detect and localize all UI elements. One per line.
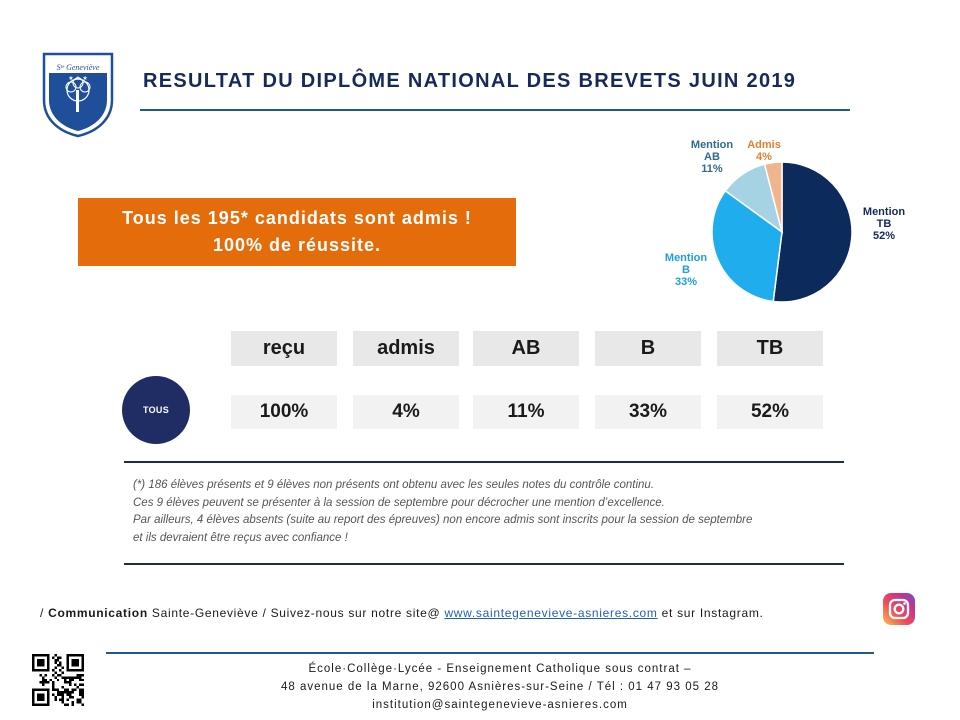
pie-label-mention-tb: Mention TB 52%	[863, 206, 905, 242]
footnote-line: Ces 9 élèves peuvent se présenter à la s…	[133, 496, 665, 509]
comm-prefix: /	[40, 606, 49, 620]
footnote-bottom-divider	[124, 563, 844, 565]
communication-line: / Communication Sainte-Geneviève / Suive…	[40, 606, 764, 620]
pie-slice-admis	[763, 161, 783, 233]
logo-text: Sᵗᵉ Geneviève	[57, 63, 100, 72]
banner-line-2: 100% de réussite.	[212, 235, 382, 255]
banner-line-1: Tous les 195* candidats sont admis !	[122, 208, 472, 228]
comm-label: Communication	[48, 606, 148, 620]
svg-text:★ ★ ★: ★ ★ ★	[68, 75, 87, 82]
header-admis: admis	[353, 331, 459, 366]
footer-line-2: 48 avenue de la Marne, 92600 Asnières-su…	[280, 681, 720, 693]
row-label-tous: TOUS	[122, 376, 190, 444]
qr-code-icon[interactable]	[32, 654, 84, 706]
instagram-icon[interactable]	[882, 592, 916, 626]
title-divider	[140, 109, 850, 111]
pie-slice-mention-b	[711, 189, 783, 303]
header-ab: AB	[473, 331, 579, 366]
footnote: (*) 186 élèves présents et 9 élèves non …	[133, 477, 853, 547]
pie-label-mention-b: Mention B 33%	[665, 252, 707, 288]
footer-address: École·Collège·Lycée - Enseignement Catho…	[200, 660, 800, 714]
website-link[interactable]: www.saintegenevieve-asnieres.com	[444, 606, 658, 620]
value-recu: 100%	[231, 395, 337, 429]
page-title: RESULTAT DU DIPLÔME NATIONAL DES BREVETS…	[143, 70, 797, 92]
value-ab: 11%	[473, 395, 579, 429]
success-banner: Tous les 195* candidats sont admis ! 100…	[78, 198, 516, 266]
pie-label-mention-ab: Mention AB 11%	[691, 139, 733, 175]
value-b: 33%	[595, 395, 701, 429]
header-tb: TB	[717, 331, 823, 366]
footnote-line: Par ailleurs, 4 élèves absents (suite au…	[133, 514, 753, 527]
header-recu: reçu	[231, 331, 337, 366]
results-pie-chart: Mention TB 52% Mention B 33% Mention AB 11% Admis…	[665, 139, 905, 303]
footnote-line: (*) 186 élèves présents et 9 élèves non …	[133, 479, 655, 491]
comm-text-2: et sur Instagram.	[657, 606, 764, 620]
school-crest-logo: Sᵗᵉ Geneviève ★ ★ ★	[42, 52, 114, 138]
header-b: B	[595, 331, 701, 366]
value-tb: 52%	[717, 395, 823, 429]
footer-line-1: École·Collège·Lycée - Enseignement Catho…	[308, 663, 692, 675]
value-admis: 4%	[353, 395, 459, 429]
pie-label-admis: Admis 4%	[747, 139, 781, 163]
footnote-line: et ils devraient être reçus avec confian…	[133, 531, 348, 544]
footnote-top-divider	[124, 461, 844, 463]
comm-text: Sainte-Geneviève / Suivez-nous sur notre…	[147, 606, 445, 620]
footer-divider	[106, 652, 874, 654]
pie-slice-mention-tb	[772, 161, 853, 303]
footer-line-3: institution@saintegenevieve-asnieres.com	[372, 699, 628, 711]
